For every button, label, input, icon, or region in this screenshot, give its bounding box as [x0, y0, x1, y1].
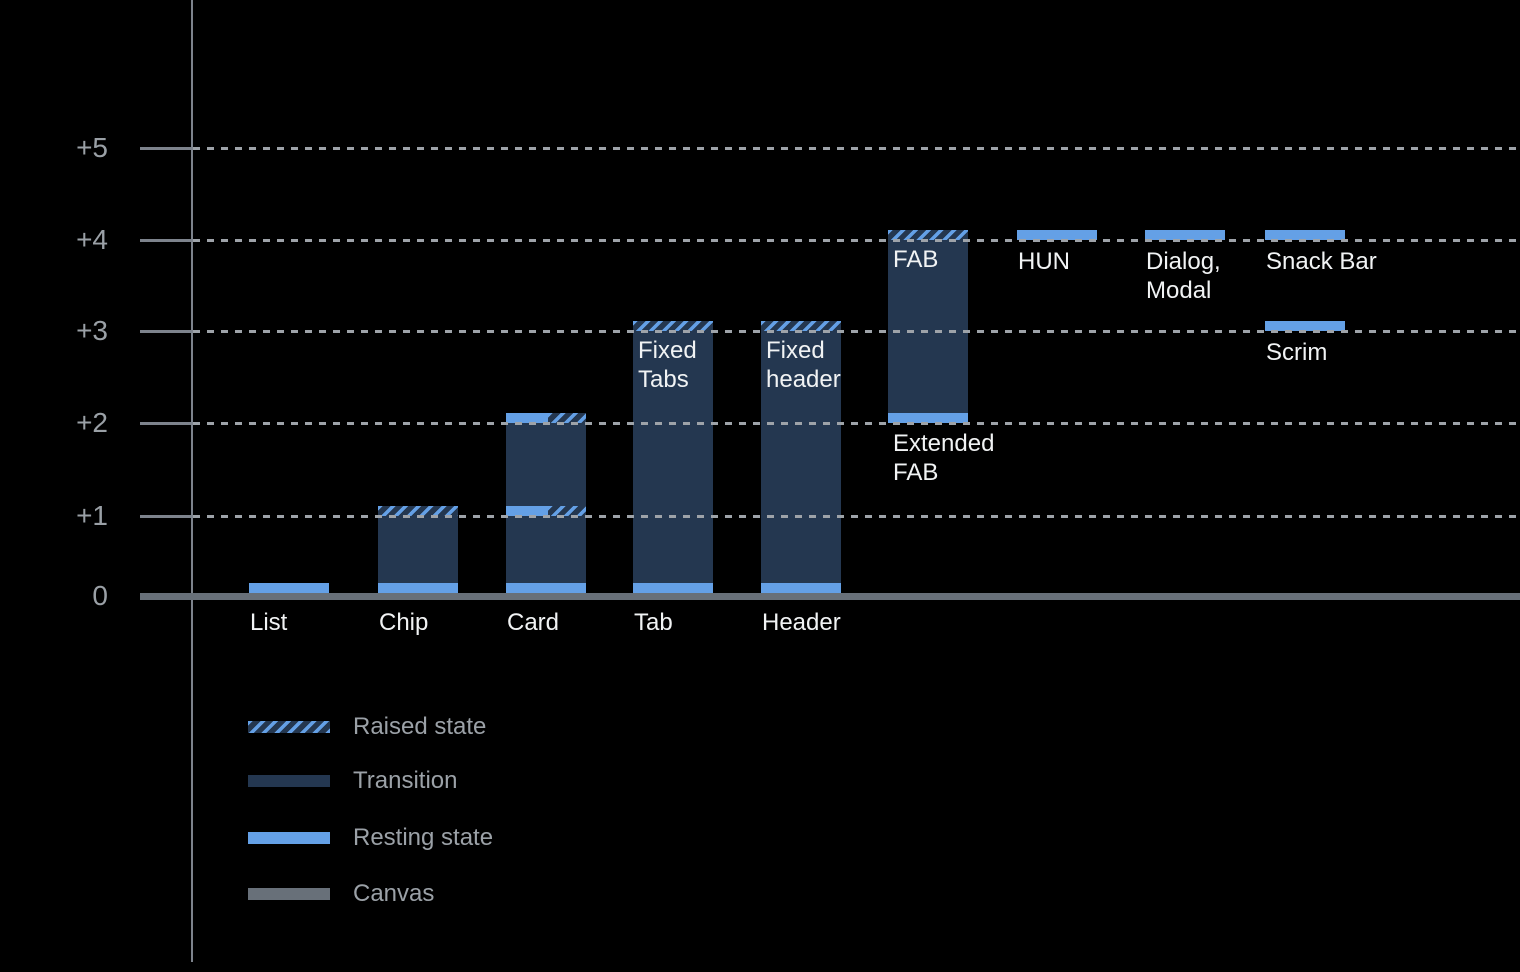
bar-resting-segment: [249, 583, 329, 593]
bar-transition-segment: [506, 423, 586, 506]
bar-transition-segment: [761, 331, 841, 583]
gridline: [193, 515, 1520, 518]
bar-resting-segment: [1017, 230, 1097, 240]
bar-resting-segment: [1265, 321, 1345, 331]
bar-transition-segment: [633, 331, 713, 583]
label-line: Modal: [1146, 277, 1212, 304]
legend-row: Raised state: [248, 710, 486, 744]
label-line: header: [766, 366, 841, 393]
component-label: Snack Bar: [1266, 247, 1377, 276]
resting-part: [506, 506, 548, 516]
bar-label: FAB: [893, 245, 938, 274]
bar-raised-segment: [888, 230, 968, 240]
label-line: HUN: [1018, 248, 1070, 275]
bar-under-label: Extended FAB: [893, 429, 994, 487]
legend-label: Transition: [353, 767, 458, 794]
component-label: Dialog, Modal: [1146, 247, 1221, 305]
gridline: [193, 330, 1520, 333]
legend-swatch-transition: [248, 775, 330, 787]
bar-resting-raised-segment: [506, 506, 586, 516]
axis-label: List: [250, 609, 288, 636]
bar-transition-segment: [888, 240, 968, 413]
bar-label: Fixed header: [766, 336, 841, 394]
tick-mark: [140, 239, 192, 242]
y-tick-label: +2: [76, 407, 108, 438]
resting-part: [506, 413, 548, 423]
label-line: Snack Bar: [1266, 248, 1377, 275]
bar-raised-segment: [378, 506, 458, 516]
bar-transition-segment: [378, 516, 458, 583]
y-tick-label: +3: [76, 315, 108, 346]
bar-resting-segment: [506, 583, 586, 593]
tick-mark: [140, 147, 192, 150]
raised-part: [547, 413, 586, 423]
tick-mark: [140, 422, 192, 425]
label-line: FAB: [893, 246, 939, 273]
axis-label: Tab: [634, 609, 673, 636]
y-tick-label: +5: [76, 132, 108, 163]
bar-resting-segment: [1265, 230, 1345, 240]
bar-resting-segment: [633, 583, 713, 593]
gridline: [193, 422, 1520, 425]
axis-label: Card: [507, 609, 560, 636]
tick-mark: [140, 330, 192, 333]
bar-resting-segment: [1145, 230, 1225, 240]
label-line: Tabs: [638, 366, 689, 393]
label-line: Fixed: [638, 337, 697, 364]
legend-label: Resting state: [353, 824, 494, 851]
gridline: [193, 239, 1520, 242]
legend-swatch-canvas: [248, 888, 330, 900]
tick-mark: [140, 515, 192, 518]
legend-row: Transition: [248, 764, 457, 798]
label-line: Extended: [893, 430, 995, 457]
y-axis-line: [191, 0, 193, 962]
canvas-baseline: [140, 593, 1520, 600]
axis-label: Chip: [379, 609, 429, 636]
y-tick-label: 0: [92, 580, 108, 611]
bar-resting-segment: [761, 583, 841, 593]
legend-row: Canvas: [248, 877, 434, 911]
legend-swatch-raised: [248, 721, 330, 733]
y-tick-label: +1: [76, 500, 108, 531]
bar-raised-segment: [761, 321, 841, 331]
label-line: Dialog,: [1146, 248, 1221, 275]
bar-raised-segment: [633, 321, 713, 331]
gridline: [193, 147, 1520, 150]
label-line: Fixed: [766, 337, 825, 364]
raised-part: [547, 506, 586, 516]
legend-row: Resting state: [248, 821, 493, 855]
legend-label: Canvas: [353, 880, 435, 907]
bar-resting-raised-segment: [506, 413, 586, 423]
y-tick-label: +4: [76, 224, 108, 255]
component-label: Scrim: [1266, 338, 1327, 367]
component-label: HUN: [1018, 247, 1070, 276]
bar-label: Fixed Tabs: [638, 336, 697, 394]
bar-resting-segment: [888, 413, 968, 423]
label-line: Scrim: [1266, 339, 1328, 366]
bar-resting-segment: [378, 583, 458, 593]
bar-transition-segment: [506, 516, 586, 583]
legend-label: Raised state: [353, 713, 487, 740]
legend-swatch-resting: [248, 832, 330, 844]
label-line: FAB: [893, 459, 939, 486]
axis-label: Header: [762, 609, 841, 636]
